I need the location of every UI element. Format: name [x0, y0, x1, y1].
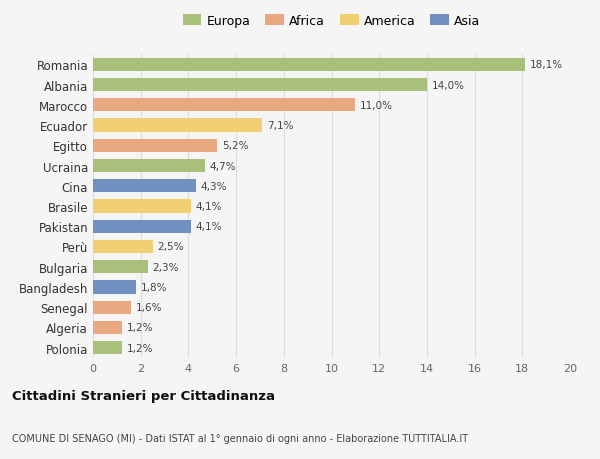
Text: 7,1%: 7,1%	[267, 121, 293, 131]
Text: 4,1%: 4,1%	[196, 222, 222, 232]
Text: 1,2%: 1,2%	[127, 343, 153, 353]
Bar	[93, 200, 191, 213]
Bar	[93, 301, 131, 314]
Bar	[93, 119, 262, 132]
Text: 11,0%: 11,0%	[360, 101, 393, 111]
Text: 5,2%: 5,2%	[222, 141, 248, 151]
Bar	[93, 180, 196, 193]
Legend: Europa, Africa, America, Asia: Europa, Africa, America, Asia	[178, 10, 485, 33]
Text: 4,7%: 4,7%	[210, 161, 236, 171]
Text: 18,1%: 18,1%	[529, 60, 563, 70]
Bar	[93, 261, 148, 274]
Text: COMUNE DI SENAGO (MI) - Dati ISTAT al 1° gennaio di ogni anno - Elaborazione TUT: COMUNE DI SENAGO (MI) - Dati ISTAT al 1°…	[12, 433, 468, 442]
Text: Cittadini Stranieri per Cittadinanza: Cittadini Stranieri per Cittadinanza	[12, 389, 275, 403]
Bar	[93, 241, 152, 253]
Bar	[93, 99, 355, 112]
Bar	[93, 321, 122, 334]
Text: 2,5%: 2,5%	[157, 242, 184, 252]
Bar	[93, 79, 427, 92]
Bar	[93, 341, 122, 354]
Text: 4,3%: 4,3%	[200, 181, 227, 191]
Text: 4,1%: 4,1%	[196, 202, 222, 212]
Text: 1,2%: 1,2%	[127, 323, 153, 333]
Bar	[93, 220, 191, 233]
Bar	[93, 140, 217, 152]
Text: 1,8%: 1,8%	[140, 282, 167, 292]
Bar	[93, 59, 524, 72]
Text: 2,3%: 2,3%	[152, 262, 179, 272]
Bar	[93, 281, 136, 294]
Bar	[93, 160, 205, 173]
Text: 1,6%: 1,6%	[136, 302, 163, 313]
Text: 14,0%: 14,0%	[431, 80, 464, 90]
